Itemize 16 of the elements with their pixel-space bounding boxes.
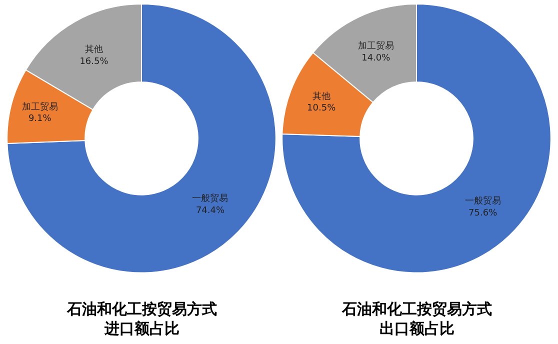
data-label: 16.5%	[80, 56, 109, 67]
slice-label: 一般贸易	[464, 196, 501, 207]
text: 石油和化工按贸易方式进口额占比	[66, 300, 217, 338]
donut-slice	[6, 4, 276, 274]
slice-label: 一般贸易	[192, 193, 228, 204]
slice-label: 加工贸易	[22, 101, 58, 112]
text: 石油和化工按贸易方式出口额占比	[341, 300, 492, 338]
data-label: 9.1%	[28, 114, 52, 124]
donut-slice	[282, 4, 552, 274]
data-label: 74.4%	[196, 206, 225, 216]
data-label: 14.0%	[362, 53, 391, 64]
data-label: 75.6%	[468, 208, 498, 218]
data-label: 10.5%	[307, 104, 336, 114]
slice-label: 其他	[85, 44, 103, 56]
slice-label: 加工贸易	[358, 40, 394, 52]
slice-label: 其他	[312, 91, 330, 102]
